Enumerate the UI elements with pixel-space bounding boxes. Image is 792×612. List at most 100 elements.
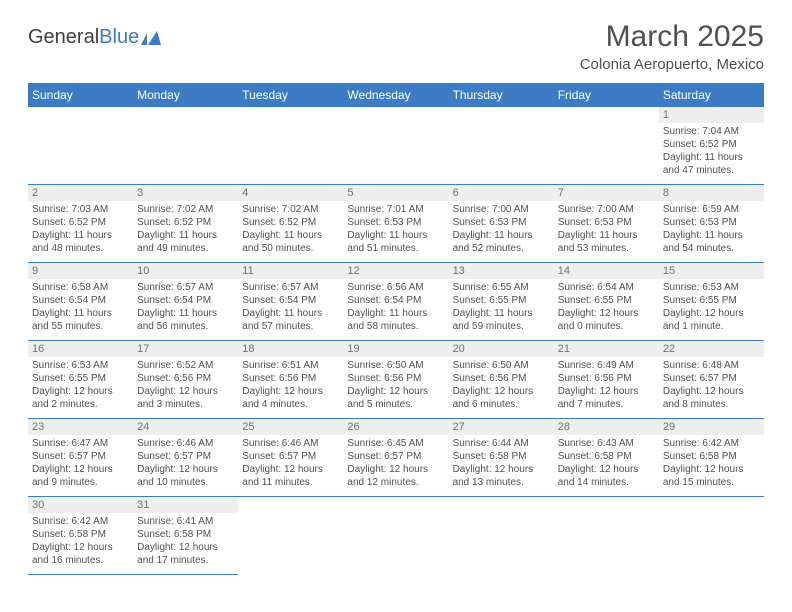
daylight-text: Daylight: 12 hours and 14 minutes. [558, 463, 655, 489]
day-number: 21 [554, 341, 659, 357]
day-details: Sunrise: 6:41 AMSunset: 6:58 PMDaylight:… [133, 513, 238, 567]
sunset-text: Sunset: 6:57 PM [663, 372, 760, 385]
calendar-cell: 14Sunrise: 6:54 AMSunset: 6:55 PMDayligh… [554, 263, 659, 341]
day-number: 23 [28, 419, 133, 435]
day-number: 22 [659, 341, 764, 357]
calendar-cell [343, 497, 448, 575]
sunrise-text: Sunrise: 6:52 AM [137, 359, 234, 372]
day-details: Sunrise: 7:02 AMSunset: 6:52 PMDaylight:… [133, 201, 238, 255]
calendar-row: 1Sunrise: 7:04 AMSunset: 6:52 PMDaylight… [28, 107, 764, 185]
day-details: Sunrise: 6:45 AMSunset: 6:57 PMDaylight:… [343, 435, 448, 489]
day-details: Sunrise: 7:01 AMSunset: 6:53 PMDaylight:… [343, 201, 448, 255]
calendar-cell: 29Sunrise: 6:42 AMSunset: 6:58 PMDayligh… [659, 419, 764, 497]
sunrise-text: Sunrise: 6:43 AM [558, 437, 655, 450]
daylight-text: Daylight: 12 hours and 11 minutes. [242, 463, 339, 489]
sunrise-text: Sunrise: 6:42 AM [32, 515, 129, 528]
daylight-text: Daylight: 11 hours and 56 minutes. [137, 307, 234, 333]
daylight-text: Daylight: 11 hours and 48 minutes. [32, 229, 129, 255]
calendar-cell: 3Sunrise: 7:02 AMSunset: 6:52 PMDaylight… [133, 185, 238, 263]
day-number: 5 [343, 185, 448, 201]
calendar-cell: 1Sunrise: 7:04 AMSunset: 6:52 PMDaylight… [659, 107, 764, 185]
calendar-cell [554, 497, 659, 575]
sunrise-text: Sunrise: 6:57 AM [242, 281, 339, 294]
sunset-text: Sunset: 6:58 PM [453, 450, 550, 463]
day-number: 18 [238, 341, 343, 357]
day-details: Sunrise: 7:02 AMSunset: 6:52 PMDaylight:… [238, 201, 343, 255]
logo-flag-icon [141, 31, 163, 47]
daylight-text: Daylight: 11 hours and 59 minutes. [453, 307, 550, 333]
day-number: 26 [343, 419, 448, 435]
page-subtitle: Colonia Aeropuerto, Mexico [580, 56, 764, 73]
sunset-text: Sunset: 6:55 PM [453, 294, 550, 307]
day-number: 15 [659, 263, 764, 279]
calendar-cell: 28Sunrise: 6:43 AMSunset: 6:58 PMDayligh… [554, 419, 659, 497]
calendar-row: 23Sunrise: 6:47 AMSunset: 6:57 PMDayligh… [28, 419, 764, 497]
sunset-text: Sunset: 6:53 PM [347, 216, 444, 229]
sunset-text: Sunset: 6:58 PM [32, 528, 129, 541]
calendar-cell: 19Sunrise: 6:50 AMSunset: 6:56 PMDayligh… [343, 341, 448, 419]
sunrise-text: Sunrise: 6:45 AM [347, 437, 444, 450]
sunset-text: Sunset: 6:53 PM [453, 216, 550, 229]
calendar-row: 9Sunrise: 6:58 AMSunset: 6:54 PMDaylight… [28, 263, 764, 341]
day-details: Sunrise: 6:50 AMSunset: 6:56 PMDaylight:… [343, 357, 448, 411]
sunrise-text: Sunrise: 7:04 AM [663, 125, 760, 138]
sunset-text: Sunset: 6:56 PM [137, 372, 234, 385]
day-details: Sunrise: 7:00 AMSunset: 6:53 PMDaylight:… [449, 201, 554, 255]
day-number: 17 [133, 341, 238, 357]
sunset-text: Sunset: 6:55 PM [663, 294, 760, 307]
daylight-text: Daylight: 11 hours and 55 minutes. [32, 307, 129, 333]
sunrise-text: Sunrise: 7:02 AM [137, 203, 234, 216]
calendar-cell [449, 107, 554, 185]
calendar-cell [659, 497, 764, 575]
day-details: Sunrise: 6:52 AMSunset: 6:56 PMDaylight:… [133, 357, 238, 411]
sunset-text: Sunset: 6:53 PM [558, 216, 655, 229]
day-number: 6 [449, 185, 554, 201]
sunrise-text: Sunrise: 7:00 AM [558, 203, 655, 216]
day-number: 16 [28, 341, 133, 357]
day-details: Sunrise: 7:03 AMSunset: 6:52 PMDaylight:… [28, 201, 133, 255]
day-header: Tuesday [238, 83, 343, 107]
day-details: Sunrise: 6:56 AMSunset: 6:54 PMDaylight:… [343, 279, 448, 333]
day-number: 27 [449, 419, 554, 435]
sunset-text: Sunset: 6:58 PM [663, 450, 760, 463]
daylight-text: Daylight: 11 hours and 50 minutes. [242, 229, 339, 255]
daylight-text: Daylight: 12 hours and 13 minutes. [453, 463, 550, 489]
day-number: 29 [659, 419, 764, 435]
calendar-cell: 27Sunrise: 6:44 AMSunset: 6:58 PMDayligh… [449, 419, 554, 497]
daylight-text: Daylight: 11 hours and 47 minutes. [663, 151, 760, 177]
sunset-text: Sunset: 6:57 PM [242, 450, 339, 463]
sunset-text: Sunset: 6:55 PM [32, 372, 129, 385]
daylight-text: Daylight: 11 hours and 58 minutes. [347, 307, 444, 333]
calendar-cell: 18Sunrise: 6:51 AMSunset: 6:56 PMDayligh… [238, 341, 343, 419]
sunrise-text: Sunrise: 6:58 AM [32, 281, 129, 294]
day-details: Sunrise: 6:57 AMSunset: 6:54 PMDaylight:… [133, 279, 238, 333]
sunrise-text: Sunrise: 6:41 AM [137, 515, 234, 528]
sunrise-text: Sunrise: 6:55 AM [453, 281, 550, 294]
day-number: 30 [28, 497, 133, 513]
day-details: Sunrise: 6:46 AMSunset: 6:57 PMDaylight:… [133, 435, 238, 489]
day-number: 8 [659, 185, 764, 201]
daylight-text: Daylight: 11 hours and 54 minutes. [663, 229, 760, 255]
logo: GeneralBlue [28, 26, 163, 49]
daylight-text: Daylight: 12 hours and 12 minutes. [347, 463, 444, 489]
daylight-text: Daylight: 12 hours and 8 minutes. [663, 385, 760, 411]
sunset-text: Sunset: 6:53 PM [663, 216, 760, 229]
sunrise-text: Sunrise: 6:50 AM [453, 359, 550, 372]
sunrise-text: Sunrise: 6:53 AM [663, 281, 760, 294]
sunrise-text: Sunrise: 6:56 AM [347, 281, 444, 294]
calendar-cell [28, 107, 133, 185]
day-number: 3 [133, 185, 238, 201]
sunrise-text: Sunrise: 6:50 AM [347, 359, 444, 372]
calendar-row: 30Sunrise: 6:42 AMSunset: 6:58 PMDayligh… [28, 497, 764, 575]
daylight-text: Daylight: 12 hours and 3 minutes. [137, 385, 234, 411]
day-number: 2 [28, 185, 133, 201]
calendar-row: 2Sunrise: 7:03 AMSunset: 6:52 PMDaylight… [28, 185, 764, 263]
sunrise-text: Sunrise: 6:47 AM [32, 437, 129, 450]
day-details: Sunrise: 6:50 AMSunset: 6:56 PMDaylight:… [449, 357, 554, 411]
day-details: Sunrise: 6:55 AMSunset: 6:55 PMDaylight:… [449, 279, 554, 333]
calendar-cell [554, 107, 659, 185]
title-block: March 2025 Colonia Aeropuerto, Mexico [580, 20, 764, 73]
daylight-text: Daylight: 12 hours and 4 minutes. [242, 385, 339, 411]
sunrise-text: Sunrise: 6:53 AM [32, 359, 129, 372]
calendar-cell: 21Sunrise: 6:49 AMSunset: 6:56 PMDayligh… [554, 341, 659, 419]
